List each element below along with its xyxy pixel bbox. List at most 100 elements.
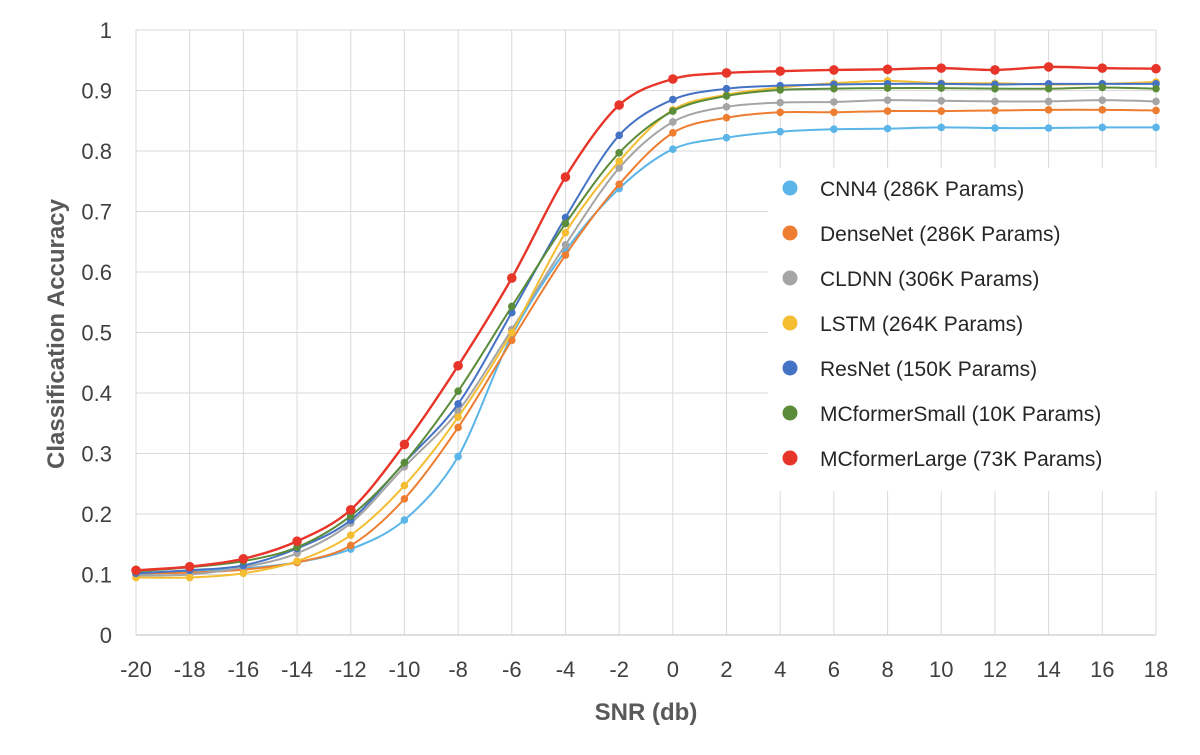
data-point [1098, 83, 1107, 92]
y-tick-label: 0.8 [81, 139, 112, 164]
data-point [991, 84, 999, 93]
legend-label: ResNet (150K Params) [820, 358, 1037, 381]
y-tick-label: 0.4 [81, 381, 112, 406]
data-point [399, 439, 410, 450]
data-point [722, 84, 731, 93]
data-point [506, 273, 517, 283]
data-point [1097, 63, 1108, 73]
data-point [454, 400, 462, 408]
legend-marker [782, 315, 798, 331]
data-point [400, 481, 409, 490]
x-tick-label: 16 [1090, 657, 1114, 682]
data-point [722, 103, 731, 111]
data-point [1044, 84, 1053, 93]
legend-label: CNN4 (286K Params) [820, 178, 1024, 201]
data-point [560, 172, 571, 182]
data-point [400, 516, 409, 524]
data-point [615, 180, 623, 189]
x-tick-label: 8 [881, 657, 893, 682]
legend-marker [782, 405, 798, 421]
x-tick-label: -14 [281, 657, 313, 682]
data-point [238, 553, 249, 564]
x-tick-label: -8 [448, 657, 468, 682]
y-tick-label: 0.7 [81, 200, 112, 225]
data-point [991, 124, 999, 132]
data-point [1098, 123, 1107, 132]
x-tick-label: 6 [828, 657, 840, 682]
data-point [561, 219, 570, 228]
data-point [882, 64, 893, 75]
x-tick-label: -2 [609, 657, 629, 682]
data-point [507, 302, 516, 311]
data-point [669, 145, 677, 153]
x-axis-title: SNR (db) [595, 699, 698, 726]
data-point [292, 536, 302, 547]
data-point [991, 97, 999, 106]
data-point [721, 68, 732, 78]
data-point [669, 107, 677, 115]
data-point [1044, 124, 1053, 132]
data-point [937, 107, 946, 115]
data-point [1152, 106, 1160, 115]
data-point [1044, 97, 1053, 106]
data-point [239, 569, 248, 578]
x-tick-label: -4 [556, 657, 576, 682]
x-tick-label: 14 [1036, 657, 1060, 682]
data-point [454, 387, 462, 395]
data-point [400, 458, 409, 467]
legend-label: CLDNN (306K Params) [820, 268, 1039, 291]
data-point [722, 133, 731, 142]
data-point [776, 127, 785, 136]
x-tick-label: 4 [774, 657, 786, 682]
data-point [507, 328, 516, 337]
x-tick-label: 18 [1144, 657, 1168, 682]
data-point [454, 423, 462, 432]
x-tick-label: -12 [335, 657, 367, 682]
x-tick-label: -6 [502, 657, 522, 682]
y-axis-title: Classification Accuracy [43, 198, 70, 469]
data-point [1152, 97, 1160, 106]
data-point [937, 84, 946, 92]
data-point [937, 96, 946, 105]
x-tick-label: -18 [174, 657, 206, 682]
y-axis-ticks: 0 0.1 0.2 0.3 0.4 0.5 0.6 0.7 0.8 0.9 1 [81, 18, 112, 648]
data-point [346, 531, 355, 539]
data-point [668, 74, 678, 84]
data-point [669, 118, 677, 126]
data-point [507, 336, 516, 345]
data-point [561, 251, 570, 259]
data-point [184, 561, 195, 572]
data-point [1044, 106, 1053, 114]
data-point [722, 92, 731, 100]
data-point [776, 98, 785, 107]
legend-label: MCformerSmall (10K Params) [820, 403, 1101, 426]
series-6 [131, 62, 1161, 576]
data-point [1098, 96, 1107, 104]
legend-background [768, 168, 1162, 491]
x-axis-ticks: -20 -18 -16 -14 -12 -10 -8 -6 -4 -2 0 2 4 6 8 10 12 14 16 1… [120, 657, 1168, 682]
data-point [1152, 84, 1160, 93]
y-tick-label: 0.6 [81, 260, 112, 285]
data-point [776, 86, 785, 94]
data-point [346, 541, 355, 550]
data-point [883, 124, 892, 133]
y-tick-label: 0.2 [81, 502, 112, 527]
x-tick-label: -10 [389, 657, 421, 682]
y-tick-label: 0.3 [81, 442, 112, 467]
y-tick-label: 1 [100, 18, 112, 43]
x-tick-label: 0 [667, 657, 679, 682]
legend-label: LSTM (264K Params) [820, 313, 1023, 336]
x-tick-label: 2 [720, 657, 732, 682]
data-point [1043, 62, 1054, 72]
x-tick-label: -20 [120, 657, 152, 682]
legend-marker [782, 180, 798, 196]
data-point [936, 63, 947, 73]
data-point [345, 504, 356, 515]
data-point [722, 113, 731, 122]
data-point [883, 96, 892, 104]
data-point [614, 100, 624, 110]
data-point [400, 495, 409, 503]
data-point [829, 65, 839, 75]
series-3 [132, 77, 1160, 582]
data-point [937, 123, 946, 132]
